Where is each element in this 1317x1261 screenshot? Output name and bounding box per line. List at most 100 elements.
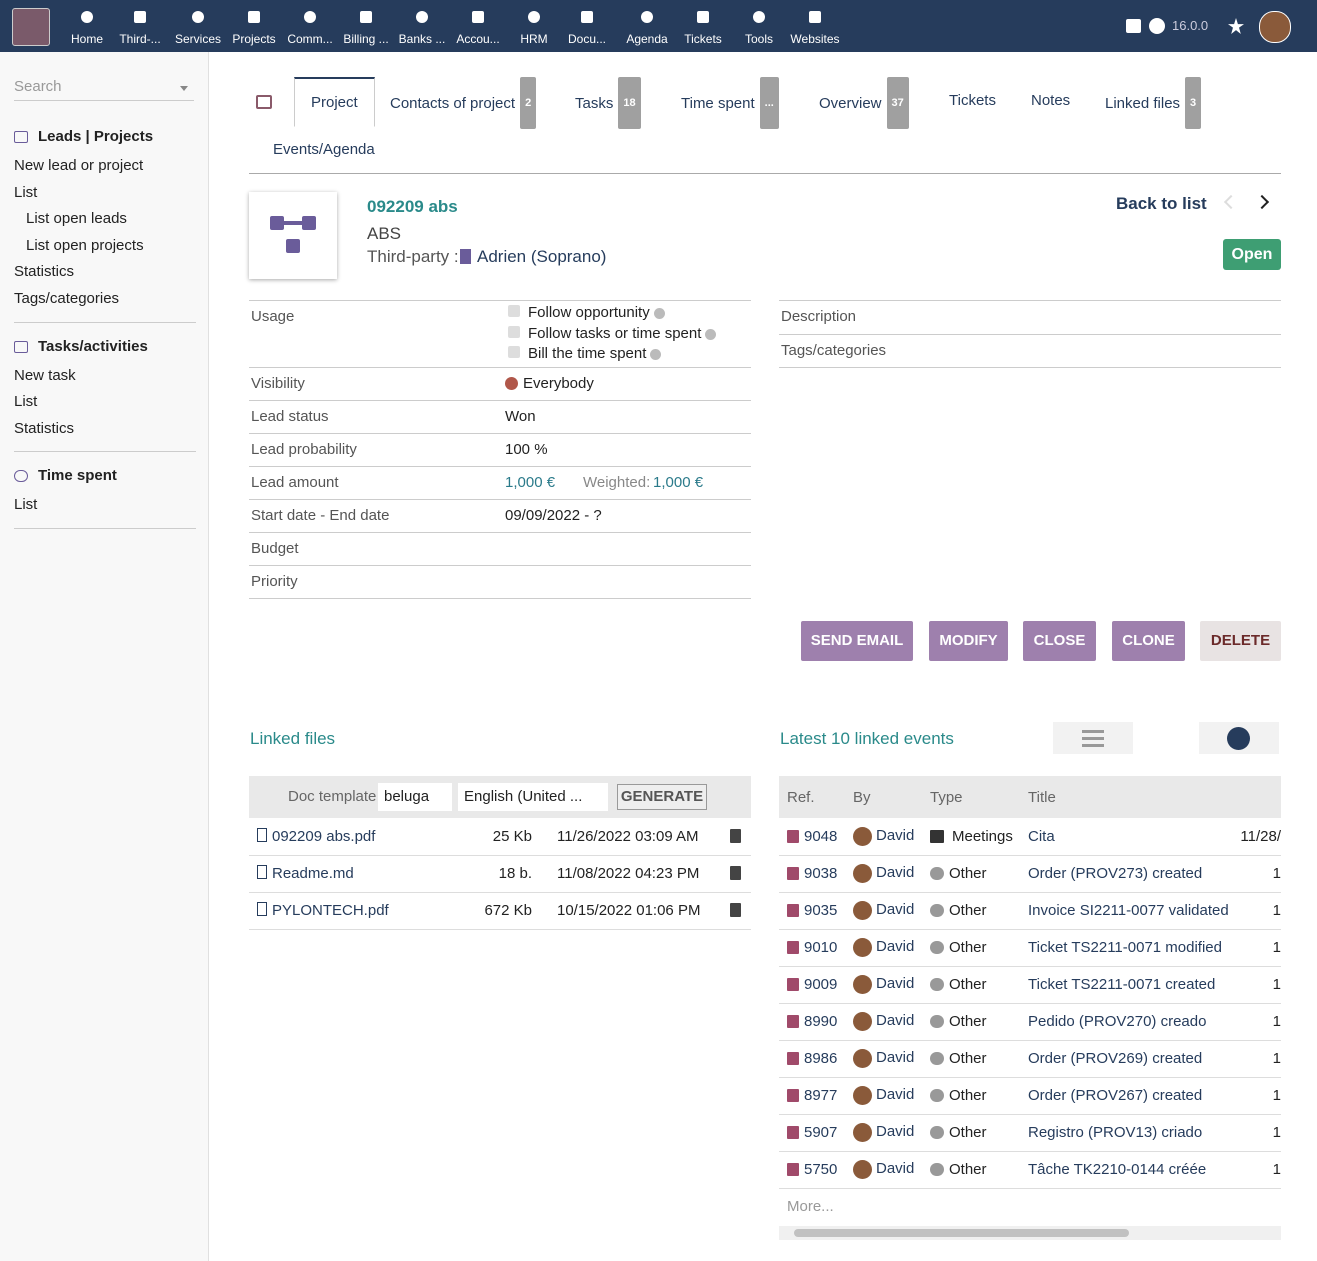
event-user[interactable]: David — [876, 1049, 915, 1066]
file-link[interactable]: PYLONTECH.pdf — [272, 902, 389, 919]
delete-icon[interactable] — [730, 903, 741, 917]
checkbox[interactable] — [508, 325, 520, 338]
list-icon-line — [1082, 744, 1104, 747]
checkbox[interactable] — [508, 305, 520, 317]
action-button[interactable]: CLOSE — [1023, 621, 1096, 661]
tab[interactable]: Linked files 3 — [1105, 77, 1202, 129]
action-button[interactable]: CLONE — [1112, 621, 1185, 661]
star-icon[interactable] — [1228, 18, 1244, 34]
event-user[interactable]: David — [876, 827, 915, 844]
event-user[interactable]: David — [876, 975, 915, 992]
tab[interactable]: Tickets — [949, 77, 996, 125]
menu-item[interactable]: Services — [168, 0, 228, 52]
tab[interactable]: Notes — [1031, 77, 1070, 125]
event-ref[interactable]: 8990 — [804, 1013, 838, 1030]
menu-item[interactable]: Third-... — [110, 0, 170, 52]
file-link[interactable]: 092209 abs.pdf — [272, 828, 376, 845]
avatar[interactable] — [1259, 11, 1291, 43]
menu-item[interactable]: Docu... — [557, 0, 617, 52]
menu-link[interactable]: Statistics — [14, 419, 75, 437]
section-title[interactable]: Leads | Projects — [38, 128, 154, 145]
print-icon[interactable] — [1126, 19, 1141, 33]
menu-item[interactable]: Banks ... — [392, 0, 452, 52]
event-user[interactable]: David — [876, 938, 915, 955]
menu-item[interactable]: Home — [57, 0, 117, 52]
event-title[interactable]: Tâche TK2210-0144 créée — [1028, 1161, 1207, 1178]
event-user[interactable]: David — [876, 1012, 915, 1029]
next-arrow[interactable] — [1254, 194, 1270, 210]
menu-link[interactable]: New lead or project — [14, 157, 144, 174]
menu-item[interactable]: Billing ... — [336, 0, 396, 52]
event-ref[interactable]: 8986 — [804, 1050, 838, 1067]
menu-item[interactable]: Projects — [224, 0, 284, 52]
section-title[interactable]: Time spent — [38, 467, 117, 485]
menu-item[interactable]: Tools — [729, 0, 789, 52]
search-box[interactable]: Search — [14, 78, 194, 101]
menu-item[interactable]: HRM — [504, 0, 564, 52]
event-user[interactable]: David — [876, 1123, 915, 1140]
menu-item[interactable]: Agenda — [617, 0, 677, 52]
event-user[interactable]: David — [876, 1160, 915, 1177]
scroll-thumb[interactable] — [794, 1229, 1129, 1237]
delete-icon[interactable] — [730, 866, 741, 880]
delete-icon[interactable] — [730, 829, 741, 843]
tab[interactable]: Overview 37 — [819, 77, 909, 129]
separator — [14, 451, 196, 453]
event-user[interactable]: David — [876, 901, 915, 918]
checkbox[interactable] — [508, 346, 520, 358]
event-title[interactable]: Ticket TS2211-0071 created — [1028, 976, 1216, 993]
menu-link[interactable]: List — [14, 183, 38, 201]
tab[interactable]: Tasks 18 — [575, 77, 641, 129]
prev-arrow[interactable] — [1223, 194, 1239, 210]
back-link[interactable]: Back to list — [1116, 194, 1207, 213]
event-ref[interactable]: 9010 — [804, 939, 838, 956]
menu-item[interactable]: Websites — [785, 0, 845, 52]
event-ref[interactable]: 5907 — [804, 1124, 838, 1141]
event-user[interactable]: David — [876, 1086, 915, 1103]
event-ref[interactable]: 8977 — [804, 1087, 838, 1104]
event-ref[interactable]: 9048 — [804, 828, 838, 845]
menu-item[interactable]: Accou... — [448, 0, 508, 52]
event-title[interactable]: Registro (PROV13) criado — [1028, 1124, 1203, 1141]
logo[interactable] — [12, 8, 50, 46]
menu-item[interactable]: Tickets — [673, 0, 733, 52]
event-ref[interactable]: 9038 — [804, 865, 838, 882]
event-ref[interactable]: 5750 — [804, 1161, 838, 1178]
language-select[interactable]: English (United ... — [458, 783, 608, 811]
event-title[interactable]: Order (PROV267) created — [1028, 1087, 1203, 1104]
more-link[interactable]: More... — [787, 1198, 834, 1215]
tab[interactable]: Time spent... — [681, 77, 779, 129]
file-link[interactable]: Readme.md — [272, 865, 354, 882]
tab[interactable]: Project — [294, 77, 375, 127]
tab[interactable]: Contacts of project 2 — [390, 77, 537, 129]
menu-link[interactable]: List open projects — [26, 236, 144, 254]
thirdparty-link[interactable]: Adrien (Soprano) — [477, 247, 607, 266]
event-title[interactable]: Ticket TS2211-0071 modified — [1028, 939, 1222, 956]
menu-item[interactable]: Comm... — [280, 0, 340, 52]
event-title[interactable]: Order (PROV269) created — [1028, 1050, 1203, 1067]
menu-link[interactable]: List — [14, 496, 38, 514]
generate-button[interactable]: GENERATE — [617, 784, 707, 810]
action-button[interactable]: MODIFY — [929, 621, 1008, 661]
section-icon — [14, 131, 28, 143]
event-title[interactable]: Order (PROV273) created — [1028, 865, 1203, 882]
list-view-button[interactable] — [1053, 722, 1133, 754]
event-ref[interactable]: 9035 — [804, 902, 838, 919]
menu-link[interactable]: Statistics — [14, 263, 75, 281]
tab[interactable]: Events/Agenda — [257, 126, 375, 174]
add-event-button[interactable] — [1199, 722, 1279, 754]
event-user[interactable]: David — [876, 864, 915, 881]
menu-link[interactable]: Tags/categories — [14, 290, 120, 307]
action-button[interactable]: DELETE — [1200, 621, 1281, 661]
action-button[interactable]: SEND EMAIL — [801, 621, 913, 661]
event-ref[interactable]: 9009 — [804, 976, 838, 993]
event-title[interactable]: Cita — [1028, 828, 1055, 845]
template-select[interactable]: beluga — [378, 783, 452, 811]
event-title[interactable]: Invoice SI2211-0077 validated — [1028, 902, 1229, 919]
event-title[interactable]: Pedido (PROV270) creado — [1028, 1013, 1207, 1030]
menu-link[interactable]: List — [14, 393, 38, 411]
section-title[interactable]: Tasks/activities — [38, 337, 148, 355]
help-icon[interactable] — [1149, 18, 1165, 34]
menu-link[interactable]: New task — [14, 366, 76, 384]
menu-link[interactable]: List open leads — [26, 210, 127, 228]
